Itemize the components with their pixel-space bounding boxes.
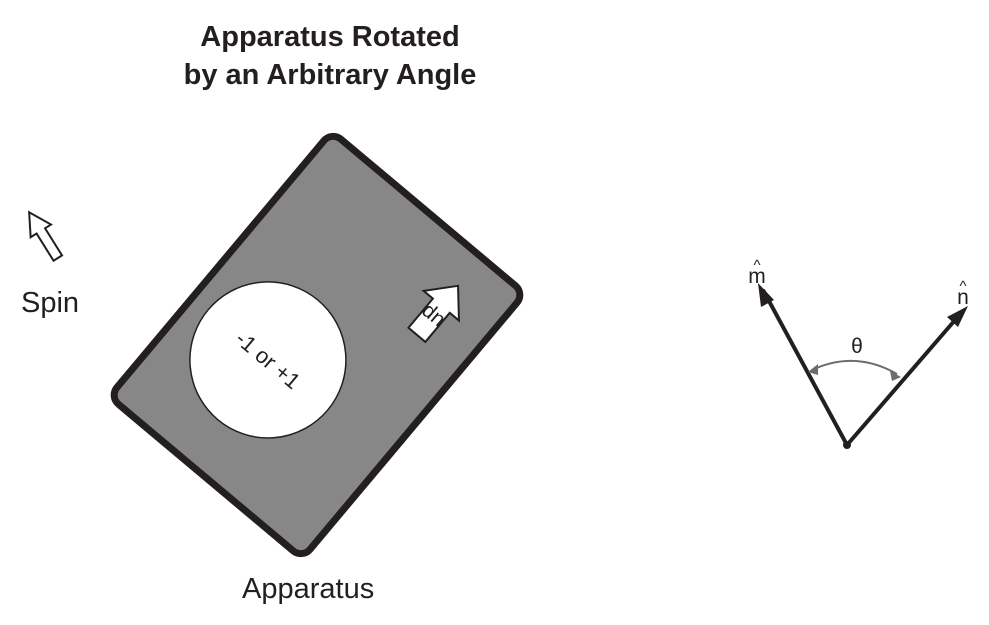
angle-theta-label: θ [851, 335, 863, 358]
angle-arc [811, 360, 898, 375]
m-hat-symbol: ^ [753, 257, 760, 274]
m-vector-label: m [748, 265, 766, 288]
diagram-title-line-1: Apparatus Rotated [200, 21, 460, 53]
m-vector [761, 289, 849, 446]
n-vector-arrowhead-icon [947, 306, 968, 327]
n-hat-symbol: ^ [959, 278, 966, 295]
apparatus-label: Apparatus [242, 573, 375, 605]
apparatus-box: up -1 or +1 [110, 132, 524, 558]
spin-label: Spin [21, 287, 80, 319]
vector-origin-point [843, 441, 851, 449]
spin-arrow-icon [28, 210, 64, 263]
angle-arc-left-arrowhead-icon [808, 364, 818, 375]
angle-arc-right-arrowhead-icon [890, 371, 901, 381]
diagram-title-line-2: by an Arbitrary Angle [183, 59, 477, 91]
apparatus-readout-window [189, 281, 347, 439]
m-vector-arrowhead-icon [758, 283, 774, 307]
n-vector [845, 310, 964, 447]
vector-diagram: θ ^ m ^ n [748, 257, 969, 449]
n-vector-label: n [957, 286, 969, 309]
